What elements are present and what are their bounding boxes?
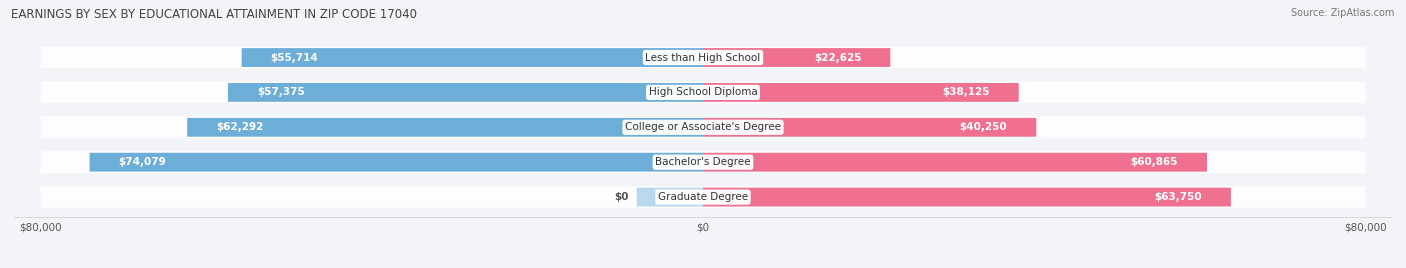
FancyBboxPatch shape [187,118,703,137]
Text: $22,625: $22,625 [814,53,862,62]
FancyBboxPatch shape [703,188,1230,207]
Text: $62,292: $62,292 [217,122,263,132]
FancyBboxPatch shape [703,153,1206,172]
FancyBboxPatch shape [703,83,1019,102]
FancyBboxPatch shape [703,48,890,67]
Text: College or Associate's Degree: College or Associate's Degree [626,122,780,132]
Text: $55,714: $55,714 [270,53,318,62]
Text: $63,750: $63,750 [1154,192,1202,202]
Text: EARNINGS BY SEX BY EDUCATIONAL ATTAINMENT IN ZIP CODE 17040: EARNINGS BY SEX BY EDUCATIONAL ATTAINMEN… [11,8,418,21]
Text: Less than High School: Less than High School [645,53,761,62]
Text: Bachelor's Degree: Bachelor's Degree [655,157,751,167]
Text: $74,079: $74,079 [118,157,166,167]
FancyBboxPatch shape [228,83,703,102]
FancyBboxPatch shape [90,153,703,172]
Text: High School Diploma: High School Diploma [648,87,758,97]
FancyBboxPatch shape [41,117,1365,138]
FancyBboxPatch shape [41,81,1365,103]
FancyBboxPatch shape [703,118,1036,137]
FancyBboxPatch shape [41,186,1365,208]
Text: Source: ZipAtlas.com: Source: ZipAtlas.com [1291,8,1395,18]
FancyBboxPatch shape [41,47,1365,68]
FancyBboxPatch shape [242,48,703,67]
FancyBboxPatch shape [41,151,1365,173]
Text: $60,865: $60,865 [1130,157,1178,167]
Text: $57,375: $57,375 [257,87,305,97]
FancyBboxPatch shape [637,188,703,207]
Text: Graduate Degree: Graduate Degree [658,192,748,202]
Text: $38,125: $38,125 [942,87,990,97]
Text: $40,250: $40,250 [960,122,1007,132]
Text: $0: $0 [614,192,628,202]
